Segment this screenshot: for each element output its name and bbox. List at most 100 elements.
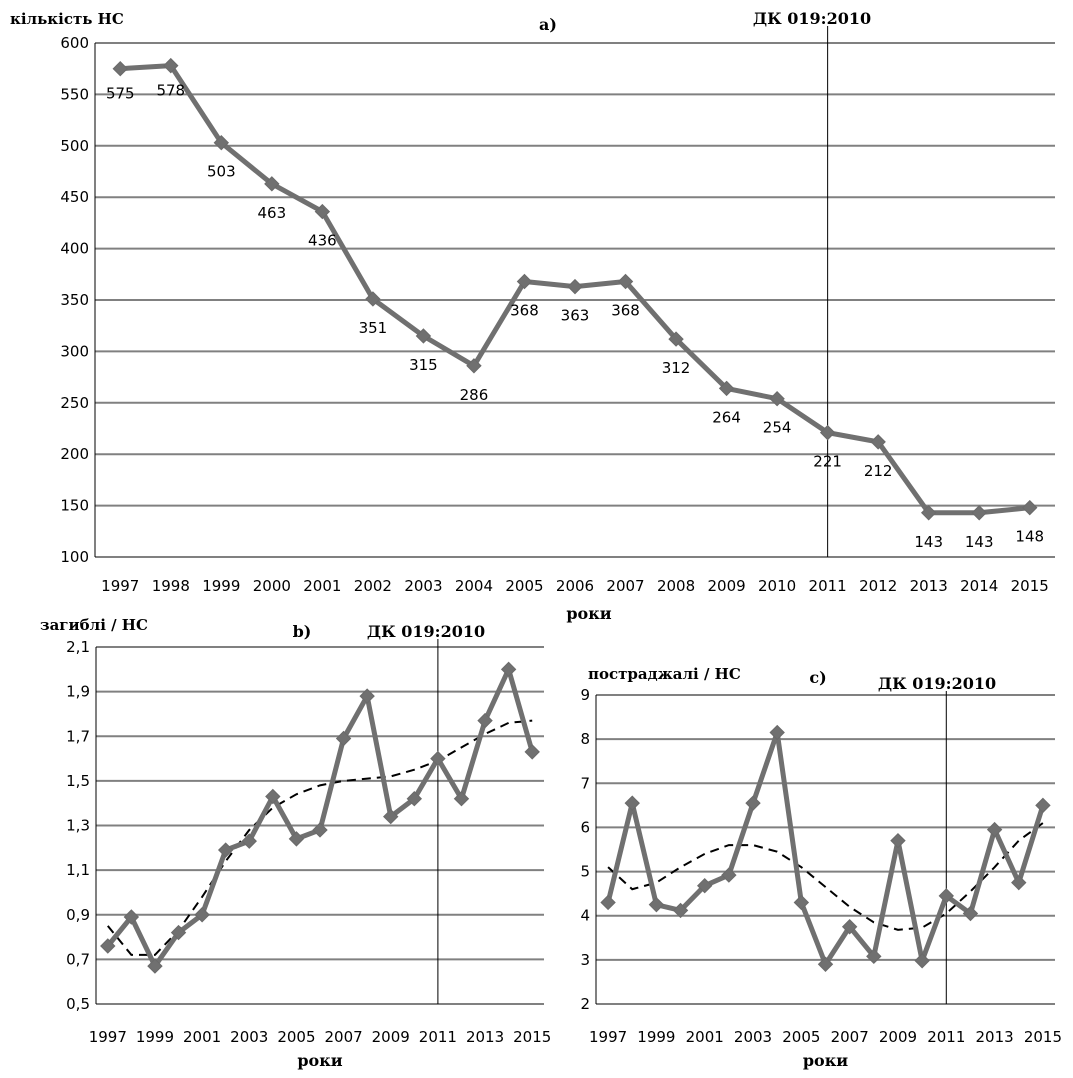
x-tick-label: 2011 — [927, 1028, 965, 1046]
data-point — [335, 730, 352, 747]
x-tick-label: 1997 — [89, 1028, 127, 1046]
x-tick-label: 2004 — [455, 577, 493, 595]
x-tick-label: 2015 — [1024, 1028, 1062, 1046]
data-point — [721, 867, 737, 883]
data-point — [817, 956, 834, 972]
x-tick-label: 1999 — [637, 1028, 675, 1046]
x-tick-label: 2006 — [556, 577, 594, 595]
data-point — [890, 832, 906, 849]
data-point — [288, 831, 305, 847]
data-point — [697, 877, 713, 894]
y-tick-label: 200 — [60, 445, 89, 463]
x-tick-label: 2012 — [859, 577, 897, 595]
y-tick-label: 5 — [580, 863, 590, 881]
x-tick-label: 1999 — [202, 577, 240, 595]
data-point — [624, 795, 640, 811]
data-point — [769, 724, 785, 741]
x-axis-label: роки — [803, 1051, 848, 1070]
x-axis-label: роки — [566, 604, 611, 623]
y-tick-label: 450 — [60, 188, 89, 206]
y-tick-label: 8 — [580, 730, 590, 748]
x-tick-label: 2009 — [707, 577, 745, 595]
x-tick-label: 2015 — [1011, 577, 1049, 595]
x-tick-label: 2007 — [831, 1028, 869, 1046]
data-point — [1022, 499, 1038, 516]
data-label: 221 — [813, 453, 842, 471]
data-point — [194, 907, 210, 923]
y-tick-label: 550 — [60, 85, 89, 103]
y-tick-label: 1,9 — [66, 683, 90, 701]
y-tick-label: 400 — [60, 240, 89, 258]
data-point — [213, 135, 230, 151]
data-point — [147, 958, 163, 974]
y-tick-label: 7 — [580, 774, 590, 792]
x-tick-label: 2003 — [404, 577, 442, 595]
x-tick-label: 1998 — [152, 577, 190, 595]
data-point — [819, 424, 836, 441]
data-point — [971, 505, 987, 521]
x-tick-label: 2003 — [734, 1028, 772, 1046]
data-point — [870, 434, 886, 450]
chart-panel-b — [95, 639, 544, 1005]
data-point — [500, 661, 517, 678]
data-point — [415, 328, 432, 344]
data-point — [430, 750, 446, 767]
x-tick-label: 1997 — [589, 1028, 627, 1046]
data-point — [383, 808, 399, 825]
data-point — [265, 788, 281, 805]
x-tick-label: 2009 — [372, 1028, 410, 1046]
x-tick-label: 2010 — [758, 577, 796, 595]
data-label: 254 — [763, 419, 792, 437]
x-tick-label: 1997 — [101, 577, 139, 595]
x-tick-label: 1999 — [136, 1028, 174, 1046]
data-point — [163, 57, 179, 74]
data-point — [745, 795, 761, 811]
data-point — [718, 380, 735, 397]
y-tick-label: 300 — [60, 342, 89, 360]
x-tick-label: 2007 — [324, 1028, 362, 1046]
y-tick-label: 3 — [580, 951, 590, 969]
data-point — [1011, 874, 1027, 891]
data-label: 315 — [409, 356, 438, 374]
x-tick-label: 2007 — [606, 577, 644, 595]
data-point — [617, 273, 634, 290]
data-point — [962, 905, 979, 922]
data-point — [567, 278, 583, 295]
data-label: 575 — [106, 85, 135, 103]
data-point — [359, 688, 375, 704]
panel-label: c) — [809, 668, 826, 687]
data-point — [453, 791, 470, 807]
x-axis-label: роки — [297, 1051, 342, 1070]
x-tick-label: 2013 — [976, 1028, 1014, 1046]
panel-label: a) — [539, 15, 557, 34]
trend-line — [107, 719, 533, 956]
data-point — [672, 902, 689, 919]
y-tick-label: 2 — [580, 995, 590, 1013]
data-point — [170, 924, 187, 941]
x-tick-label: 2001 — [303, 577, 341, 595]
y-tick-label: 600 — [60, 34, 89, 52]
data-point — [1035, 797, 1051, 814]
y-axis-label: постраджалі / НС — [588, 665, 741, 683]
series-line — [105, 666, 535, 969]
y-tick-label: 2,1 — [66, 638, 90, 656]
y-tick-label: 250 — [60, 394, 89, 412]
x-tick-label: 2005 — [782, 1028, 820, 1046]
data-label: 503 — [207, 163, 236, 181]
x-tick-label: 2014 — [960, 577, 998, 595]
y-tick-label: 0,5 — [66, 995, 90, 1013]
data-point — [112, 60, 128, 77]
data-point — [406, 791, 423, 807]
y-tick-label: 4 — [580, 907, 590, 925]
data-label: 148 — [1015, 528, 1044, 546]
data-label: 143 — [965, 533, 994, 551]
x-tick-label: 2002 — [354, 577, 392, 595]
data-point — [841, 919, 858, 935]
data-point — [986, 821, 1003, 838]
data-point — [477, 712, 493, 729]
y-tick-label: 9 — [580, 686, 590, 704]
y-tick-label: 0,9 — [66, 906, 90, 924]
y-tick-label: 1,5 — [66, 772, 90, 790]
